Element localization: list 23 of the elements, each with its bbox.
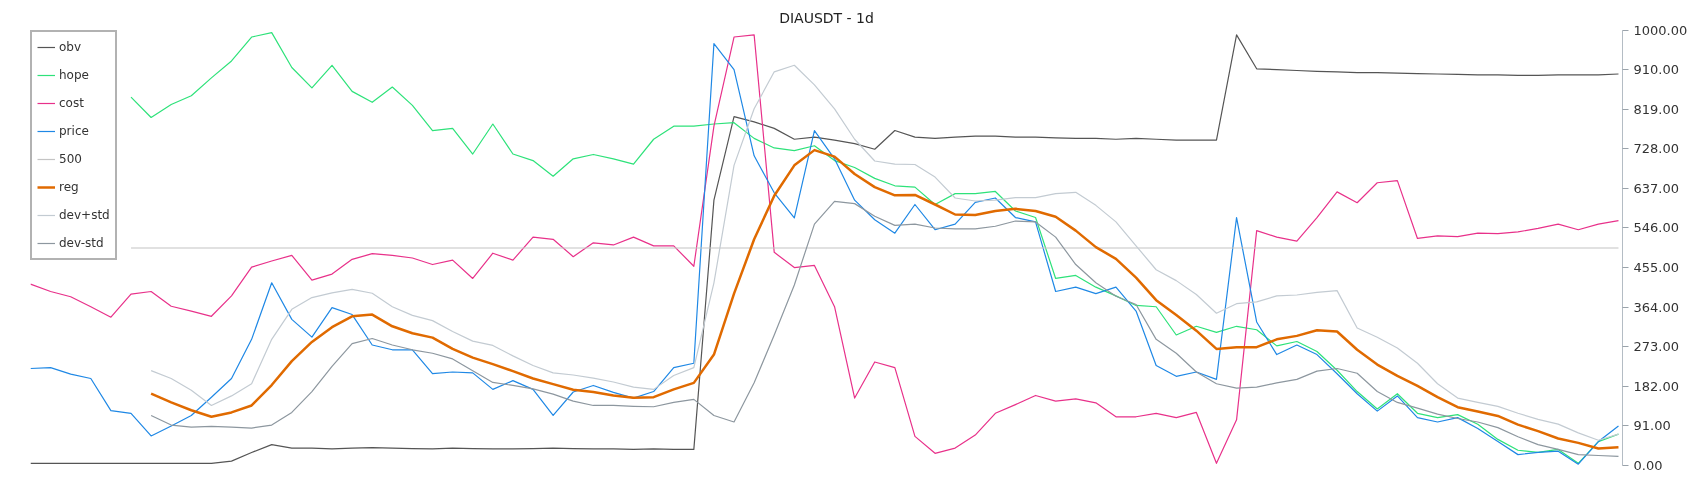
y-tick-label: 1000.00 (1633, 23, 1688, 38)
y-tick-label: 546.00 (1633, 220, 1679, 236)
y-tick-label: 819.00 (1633, 101, 1679, 117)
chart-title: DIAUSDT - 1d (779, 9, 874, 26)
y-tick-label: 364.00 (1633, 299, 1679, 315)
y-tick-label: 728.00 (1633, 141, 1679, 157)
legend-label: cost (59, 95, 84, 112)
y-tick-label: 91.00 (1633, 418, 1671, 434)
y-tick-label: 455.00 (1633, 260, 1679, 276)
y-tick-label: 182.00 (1633, 378, 1679, 394)
legend-label: obv (59, 39, 82, 56)
line-series (149, 148, 1620, 450)
y-tick-label: 637.00 (1633, 180, 1679, 196)
line-series (150, 200, 1620, 457)
y-tick-label: 273.00 (1633, 339, 1679, 355)
legend-label: price (59, 123, 89, 140)
legend-label: reg (59, 179, 79, 196)
legend-label: 500 (59, 151, 82, 168)
y-tick-label: 910.00 (1633, 62, 1679, 78)
y-tick-label: 0.00 (1633, 458, 1663, 473)
legend-label: dev+std (59, 207, 110, 224)
legend-label: hope (59, 67, 89, 84)
legend-label: dev-std (59, 235, 104, 252)
